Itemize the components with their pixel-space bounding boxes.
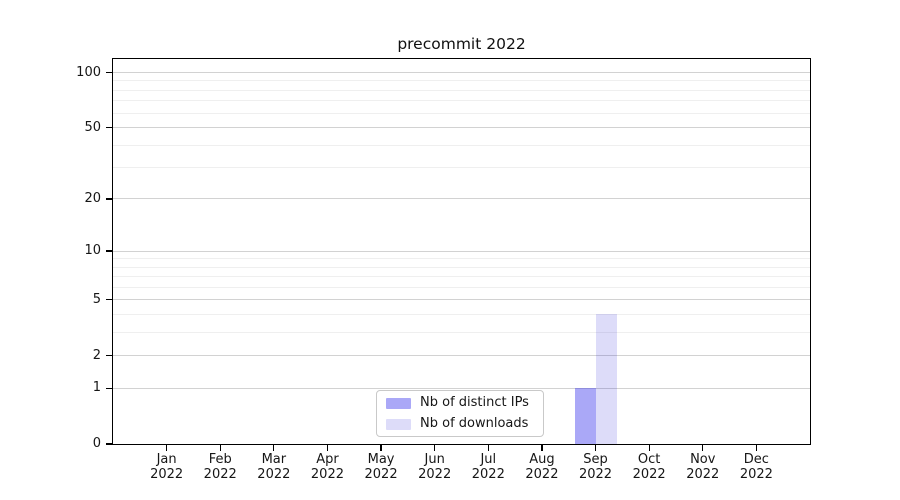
x-tick-month: Mar — [261, 452, 287, 467]
legend: Nb of distinct IPs Nb of downloads — [376, 390, 544, 437]
x-tick-year: 2022 — [632, 467, 666, 482]
legend-item-downloads: Nb of downloads — [386, 417, 534, 431]
y-tick-mark — [106, 443, 113, 445]
x-tick-year: 2022 — [418, 467, 452, 482]
x-tick-mark — [273, 444, 275, 451]
y-tick-label: 0 — [92, 436, 101, 451]
x-tick-year: 2022 — [150, 467, 184, 482]
plot-area: Nb of distinct IPs Nb of downloads — [113, 59, 810, 444]
minor-gridline — [113, 112, 810, 114]
y-tick-label: 5 — [92, 291, 101, 307]
x-tick-year: 2022 — [525, 467, 559, 482]
y-tick-mark — [106, 198, 113, 200]
y-tick-label: 20 — [84, 190, 101, 206]
x-tick-year: 2022 — [471, 467, 505, 482]
chart-title: precommit 2022 — [397, 35, 526, 53]
bar-nb-of-distinct-ips-sep — [574, 388, 596, 444]
x-tick-mark — [326, 444, 329, 451]
x-tick-label-mar: Mar 2022 — [234, 452, 314, 482]
x-tick-year: 2022 — [257, 467, 291, 482]
minor-gridline — [113, 313, 810, 315]
y-tick-label: 10 — [84, 243, 101, 259]
x-tick-mark — [541, 444, 543, 451]
x-tick-label-aug: Aug 2022 — [502, 452, 582, 482]
x-tick-month: Aug — [529, 452, 555, 467]
x-tick-label-jul: Jul 2022 — [448, 452, 528, 482]
x-tick-month: Jan — [156, 452, 177, 467]
minor-gridline — [113, 286, 810, 288]
major-gridline — [113, 299, 810, 301]
y-tick-mark — [106, 387, 113, 389]
x-tick-label-jan: Jan 2022 — [127, 452, 207, 482]
major-gridline — [113, 355, 810, 357]
x-tick-year: 2022 — [310, 467, 344, 482]
major-gridline — [113, 250, 810, 252]
x-tick-year: 2022 — [203, 467, 237, 482]
legend-label-distinct-ips: Nb of distinct IPs — [420, 395, 529, 410]
minor-gridline — [113, 89, 810, 91]
x-tick-month: Feb — [208, 452, 232, 467]
x-tick-year: 2022 — [739, 467, 773, 482]
y-tick-label: 50 — [84, 119, 101, 135]
x-tick-year: 2022 — [686, 467, 720, 482]
x-tick-label-oct: Oct 2022 — [609, 452, 689, 482]
x-tick-mark — [648, 444, 650, 451]
minor-gridline — [113, 276, 810, 278]
legend-item-distinct-ips: Nb of distinct IPs — [386, 396, 534, 410]
major-gridline — [113, 72, 810, 74]
y-tick-mark — [106, 71, 113, 74]
x-tick-month: May — [367, 452, 395, 467]
x-tick-mark — [487, 444, 489, 451]
x-tick-label-may: May 2022 — [341, 452, 421, 482]
x-tick-year: 2022 — [578, 467, 613, 482]
x-tick-year: 2022 — [364, 467, 398, 482]
x-tick-label-jun: Jun 2022 — [395, 452, 475, 482]
legend-swatch-distinct-ips — [386, 397, 411, 409]
y-tick-mark — [106, 250, 113, 252]
x-tick-month: Apr — [316, 452, 339, 467]
x-tick-mark — [702, 444, 704, 451]
x-tick-label-dec: Dec 2022 — [716, 452, 796, 482]
x-tick-mark — [219, 444, 221, 451]
y-tick-label: 2 — [92, 347, 101, 363]
x-tick-month: Sep — [583, 452, 608, 467]
minor-gridline — [113, 100, 810, 102]
x-tick-mark — [755, 444, 758, 451]
x-tick-label-nov: Nov 2022 — [663, 452, 743, 482]
x-tick-month: Nov — [690, 452, 716, 467]
bar-nb-of-downloads-sep — [595, 314, 617, 444]
major-gridline — [113, 127, 810, 129]
y-tick-mark — [106, 126, 113, 129]
major-gridline — [113, 198, 810, 200]
minor-gridline — [113, 167, 810, 169]
minor-gridline — [113, 258, 810, 260]
minor-gridline — [113, 80, 810, 82]
y-tick-label: 1 — [92, 380, 101, 396]
x-tick-mark — [594, 444, 597, 451]
x-tick-mark — [165, 444, 168, 451]
x-tick-label-feb: Feb 2022 — [180, 452, 260, 482]
x-tick-month: Jun — [424, 452, 445, 467]
y-tick-mark — [106, 299, 113, 301]
x-tick-mark — [380, 444, 382, 451]
y-tick-mark — [106, 354, 113, 357]
y-tick-label: 100 — [76, 64, 101, 80]
x-tick-label-apr: Apr 2022 — [287, 452, 367, 482]
x-tick-mark — [434, 444, 436, 451]
major-gridline — [113, 387, 810, 389]
x-tick-label-sep: Sep 2022 — [556, 452, 636, 482]
minor-gridline — [113, 266, 810, 268]
minor-gridline — [113, 144, 810, 146]
x-tick-month: Dec — [743, 452, 769, 467]
legend-swatch-downloads — [386, 418, 411, 430]
minor-gridline — [113, 331, 810, 333]
x-tick-month: Oct — [637, 452, 661, 467]
legend-label-downloads: Nb of downloads — [420, 416, 529, 431]
x-tick-month: Jul — [480, 452, 497, 467]
